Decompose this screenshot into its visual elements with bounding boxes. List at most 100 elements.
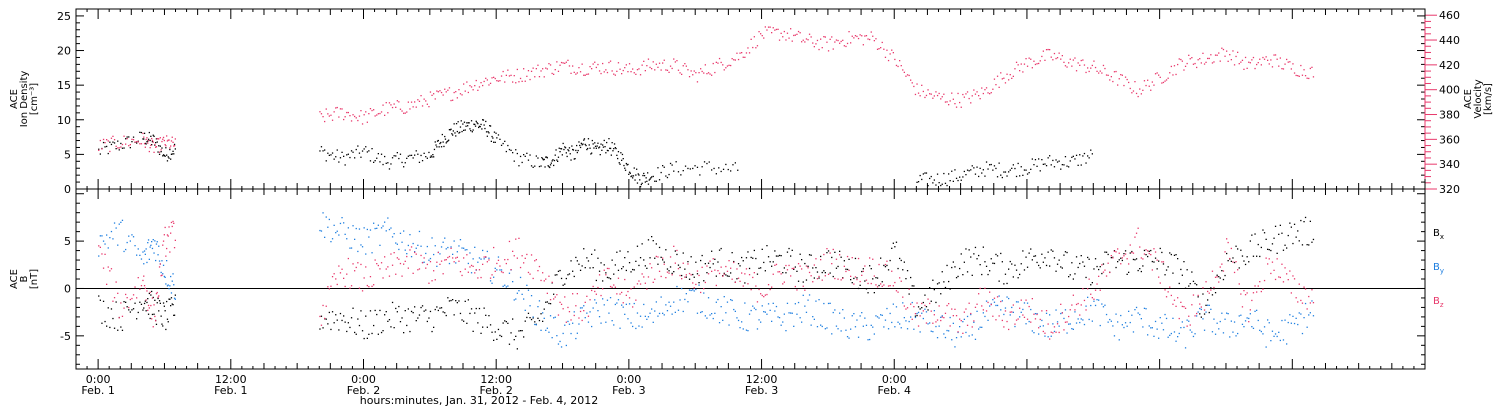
by-point: [1143, 307, 1146, 309]
by-point: [668, 301, 670, 303]
bx-point: [1034, 255, 1037, 257]
by-point: [924, 308, 926, 310]
density-point: [1009, 169, 1011, 171]
by-point: [170, 275, 172, 278]
bx-point: [864, 280, 866, 282]
bz-point: [1004, 310, 1007, 312]
bx-point: [875, 277, 877, 279]
velocity-point: [1096, 70, 1098, 72]
by-point: [989, 305, 991, 307]
velocity-point: [936, 94, 939, 97]
bx-point: [390, 326, 392, 328]
bx-point: [862, 268, 864, 270]
velocity-point: [140, 143, 143, 145]
velocity-point: [965, 93, 967, 95]
bz-point: [453, 261, 455, 263]
velocity-point: [553, 73, 555, 75]
bz-point: [611, 286, 613, 288]
bz-point: [869, 257, 871, 259]
bx-point: [894, 246, 896, 248]
by-point: [883, 326, 885, 328]
by-point: [600, 322, 602, 324]
velocity-point: [1229, 54, 1231, 56]
bz-point: [621, 291, 623, 294]
bx-point: [1026, 266, 1029, 268]
by-point: [1271, 330, 1274, 332]
by-point: [515, 298, 517, 300]
bx-point: [1237, 248, 1239, 250]
by-point: [507, 285, 509, 287]
velocity-point: [815, 43, 817, 45]
bz-point: [584, 301, 586, 303]
by-point: [1284, 319, 1286, 321]
bz-point: [769, 288, 771, 291]
velocity-point: [164, 144, 166, 146]
by-point: [679, 299, 681, 301]
bx-point: [333, 322, 335, 324]
bx-point: [609, 278, 612, 280]
by-point: [625, 303, 627, 305]
bz-point: [132, 294, 135, 296]
by-point: [420, 245, 422, 247]
velocity-point: [594, 61, 596, 63]
by-point: [869, 338, 871, 341]
bz-point: [622, 302, 624, 304]
bx-point: [1279, 224, 1281, 226]
velocity-point: [602, 62, 604, 65]
velocity-point: [1123, 84, 1125, 87]
bz-point: [150, 304, 152, 307]
bz-point: [567, 306, 569, 309]
density-point: [979, 167, 981, 169]
velocity-point: [617, 62, 620, 64]
bx-point: [674, 250, 676, 252]
velocity-point: [875, 38, 877, 40]
bx-point: [742, 260, 744, 262]
by-point: [696, 312, 699, 314]
bz-point: [483, 256, 485, 258]
velocity-point: [827, 50, 830, 52]
bz-point: [401, 275, 403, 277]
velocity-point: [1188, 54, 1190, 56]
bx-point: [1259, 255, 1261, 258]
bz-point: [603, 269, 605, 271]
by-point: [700, 311, 702, 314]
velocity-point: [450, 99, 452, 102]
by-point: [1170, 332, 1172, 335]
velocity-point: [469, 85, 471, 87]
density-point: [943, 172, 945, 175]
bz-point: [1235, 261, 1237, 263]
bz-point: [790, 275, 792, 277]
bz-point: [835, 258, 838, 260]
velocity-point: [152, 141, 154, 143]
velocity-point: [978, 95, 980, 97]
velocity-point: [1281, 68, 1283, 70]
by-point: [1151, 327, 1153, 329]
bx-point: [605, 272, 607, 274]
density-point: [996, 176, 999, 178]
bx-point: [366, 337, 368, 339]
by-point: [166, 285, 169, 287]
by-point: [919, 331, 921, 333]
bx-point: [791, 249, 793, 251]
bx-point: [793, 268, 795, 270]
bz-point: [1222, 270, 1225, 272]
bx-point: [1189, 283, 1191, 285]
velocity-point: [707, 72, 710, 74]
bx-point: [507, 322, 509, 324]
bx-point: [1124, 250, 1127, 252]
velocity-point: [428, 106, 430, 108]
x-tick-date-label: Feb. 3: [612, 384, 645, 397]
velocity-point: [867, 38, 869, 40]
bx-point: [638, 264, 640, 267]
by-point: [693, 290, 695, 292]
by-point: [1238, 315, 1240, 317]
by-point: [448, 262, 451, 265]
by-point: [491, 282, 493, 284]
velocity-point: [780, 32, 782, 34]
velocity-point: [821, 47, 823, 49]
density-point: [407, 155, 409, 157]
density-point: [639, 186, 642, 188]
by-point: [142, 251, 144, 253]
velocity-point: [1072, 59, 1074, 61]
density-point: [662, 165, 664, 167]
